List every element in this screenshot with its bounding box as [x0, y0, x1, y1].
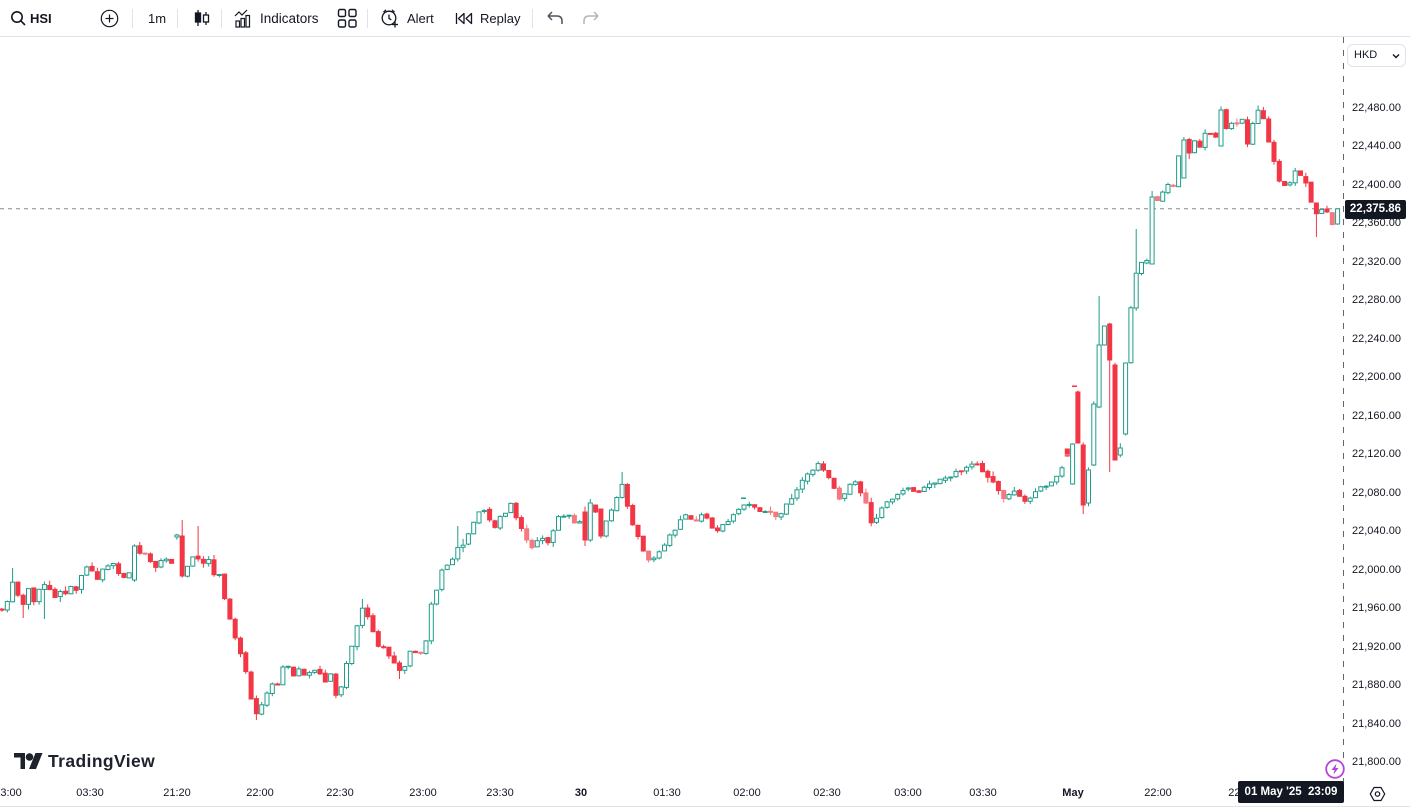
svg-text:TradingView: TradingView [48, 752, 155, 771]
